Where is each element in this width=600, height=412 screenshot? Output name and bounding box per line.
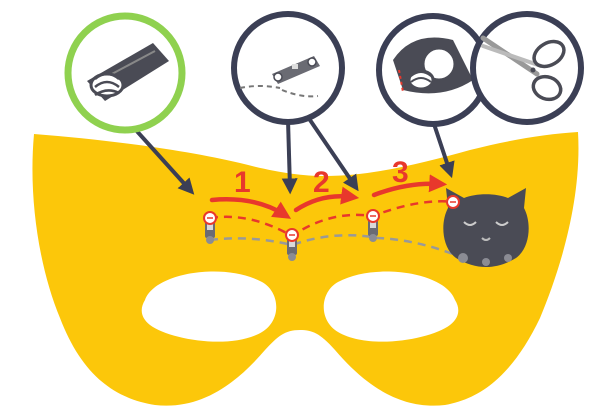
led-sequin-2 [285, 228, 299, 261]
power-thread-line [209, 200, 456, 238]
right-eye-hole [323, 271, 459, 342]
left-eye-hole [141, 271, 277, 342]
mask-shape [32, 132, 579, 406]
callout-knot-sewing [64, 12, 186, 134]
ground-thread-line [209, 234, 464, 260]
led-sequin-1 [203, 211, 217, 244]
pointer-arrow-led-3 [308, 118, 359, 192]
led-sequin-3 [366, 209, 380, 242]
callout-led-sewing [231, 11, 345, 125]
step-3-arrow [371, 174, 448, 198]
step-2-arrow [293, 186, 360, 213]
cat-board [443, 188, 529, 267]
knot-icon [87, 43, 169, 101]
step-3-label: 3 [392, 156, 409, 189]
tie-off-knot-icon [393, 37, 473, 94]
step-1-arrow [209, 197, 292, 219]
pointer-arrow-led-2 [281, 119, 298, 195]
step-2-label: 2 [313, 166, 330, 199]
callout-tie-off [376, 13, 490, 127]
scissors-icon [480, 35, 566, 102]
pointer-arrow-tie-off [430, 117, 455, 179]
step-1-label: 1 [234, 166, 251, 199]
led-sequin-icon [239, 56, 320, 98]
callout-trim-thread [470, 11, 584, 125]
